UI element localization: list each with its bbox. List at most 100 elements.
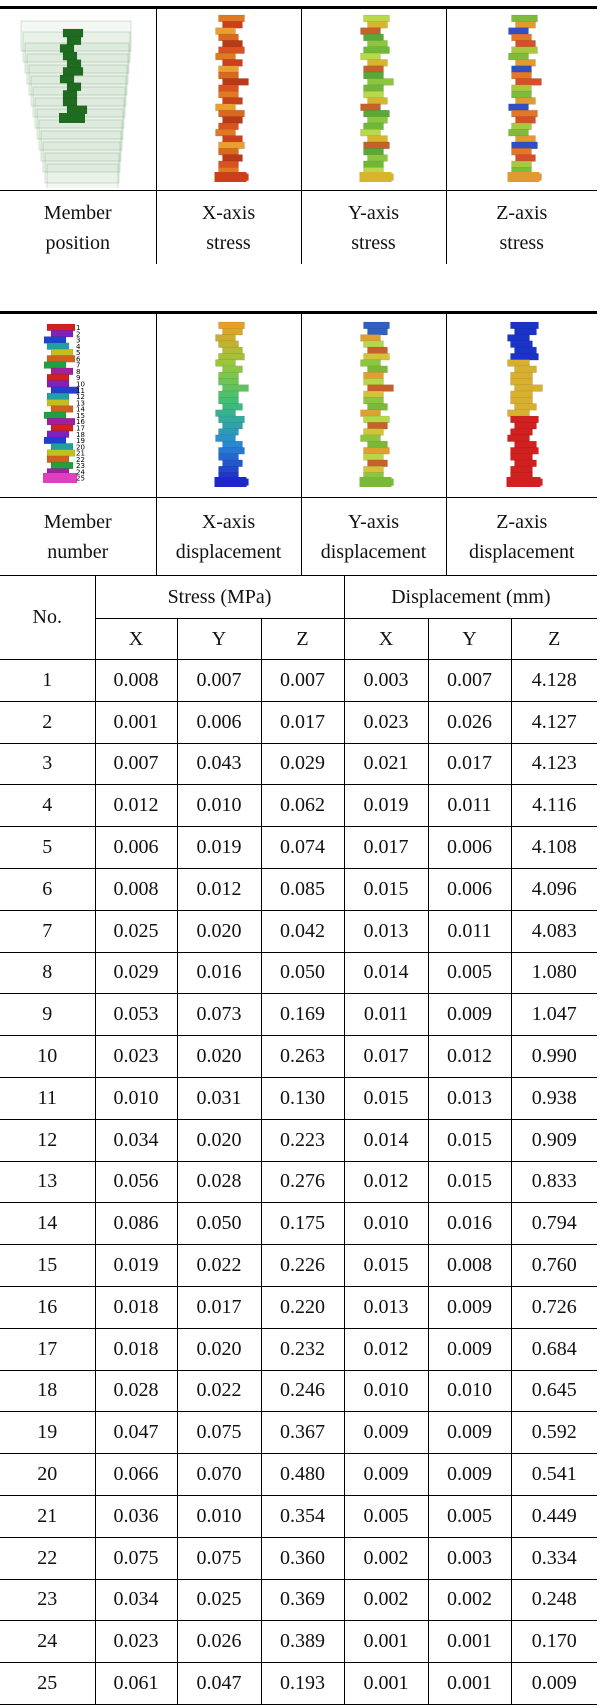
- member-block: [364, 416, 390, 423]
- member-base: [508, 172, 540, 182]
- member-block: [368, 366, 388, 373]
- data-cell: 20: [0, 1454, 95, 1496]
- member-block: [44, 337, 66, 344]
- member-block: [364, 15, 390, 22]
- data-cell: 5: [0, 827, 95, 869]
- data-cell: 0.007: [428, 660, 511, 702]
- data-cell: 8: [0, 952, 95, 994]
- data-cell: 0.006: [428, 868, 511, 910]
- member-block: [368, 59, 388, 66]
- member-block: [63, 90, 77, 98]
- data-cell: 0.354: [261, 1495, 344, 1537]
- data-cell: 0.012: [344, 1161, 428, 1203]
- data-cell: 0.026: [428, 701, 511, 743]
- member-block: [361, 129, 381, 136]
- member-block: [67, 106, 87, 114]
- member-block: [364, 372, 384, 379]
- member-block: [219, 123, 239, 130]
- data-cell: 0.002: [428, 1579, 511, 1621]
- data-cell: 0.020: [177, 1328, 261, 1370]
- data-cell: 0.034: [95, 1579, 177, 1621]
- member-block: [223, 136, 243, 143]
- data-cell: 19: [0, 1412, 95, 1454]
- data-cell: 0.005: [428, 1495, 511, 1537]
- label-line: displacement: [302, 537, 446, 567]
- data-cell: 21: [0, 1495, 95, 1537]
- data-cell: 0.012: [95, 785, 177, 827]
- member-block: [508, 360, 530, 367]
- member-block: [219, 353, 245, 360]
- page: MemberpositionX-axisstressY-axisstressZ-…: [0, 0, 601, 1705]
- member-block: [219, 454, 239, 461]
- member-block: [509, 53, 529, 60]
- member-block: [63, 67, 83, 75]
- member-block: [512, 148, 532, 155]
- member-block: [364, 148, 384, 155]
- member-figure: [302, 11, 445, 188]
- member-block: [509, 129, 529, 136]
- member-block: [44, 362, 66, 369]
- label-line: X-axis: [157, 198, 301, 228]
- data-cell: 0.007: [95, 743, 177, 785]
- header-cell: X: [95, 619, 177, 660]
- data-cell: 0.449: [511, 1495, 597, 1537]
- member-block: [508, 335, 530, 342]
- member-block: [368, 155, 388, 162]
- member-block: [219, 378, 239, 385]
- data-cell: 7: [0, 910, 95, 952]
- member-block: [512, 72, 532, 79]
- data-cell: 4.128: [511, 660, 597, 702]
- data-cell: 0.223: [261, 1119, 344, 1161]
- member-block: [364, 466, 384, 473]
- data-cell: 23: [0, 1579, 95, 1621]
- member-block: [223, 404, 243, 411]
- data-cell: 0.016: [177, 952, 261, 994]
- member-block: [511, 341, 533, 348]
- member-block: [511, 416, 539, 423]
- member-block: [219, 447, 245, 454]
- member-block: [223, 422, 243, 429]
- data-cell: 0.013: [344, 910, 428, 952]
- data-cell: 0.684: [511, 1328, 597, 1370]
- member-block: [219, 110, 245, 117]
- data-cell: 15: [0, 1245, 95, 1287]
- member-block: [223, 366, 243, 373]
- data-cell: 0.010: [95, 1077, 177, 1119]
- column-label: Z-axisdisplacement: [446, 498, 597, 577]
- data-cell: 0.029: [261, 743, 344, 785]
- label-line: displacement: [447, 537, 598, 567]
- data-cell: 4.127: [511, 701, 597, 743]
- member-block: [515, 404, 537, 411]
- data-cell: 0.018: [95, 1328, 177, 1370]
- member-block: [512, 85, 532, 92]
- member-block: [47, 393, 69, 400]
- data-cell: 0.334: [511, 1537, 597, 1579]
- member-block: [219, 322, 245, 329]
- member-block: [364, 454, 384, 461]
- data-cell: 0.007: [177, 660, 261, 702]
- data-cell: 0.220: [261, 1286, 344, 1328]
- member-block: [512, 91, 532, 98]
- member-block: [361, 28, 381, 35]
- member-block: [216, 360, 236, 367]
- data-cell: 0.005: [344, 1495, 428, 1537]
- member-block: [511, 447, 539, 454]
- member-block: [51, 368, 73, 375]
- label-row: MemberpositionX-axisstressY-axisstressZ-…: [0, 191, 597, 265]
- member-block: [219, 91, 239, 98]
- data-cell: 0.021: [344, 743, 428, 785]
- column-label: Y-axisdisplacement: [301, 498, 446, 577]
- member-block: [364, 353, 390, 360]
- image-cell: [301, 313, 446, 498]
- member-block: [511, 378, 533, 385]
- data-cell: 0.031: [177, 1077, 261, 1119]
- member-block: [361, 335, 381, 342]
- data-cell: 6: [0, 868, 95, 910]
- member-block: [508, 435, 530, 442]
- data-cell: 0.028: [177, 1161, 261, 1203]
- member-block: [219, 15, 245, 22]
- data-cell: 3: [0, 743, 95, 785]
- member-block: [216, 335, 236, 342]
- label-line: Y-axis: [302, 198, 446, 228]
